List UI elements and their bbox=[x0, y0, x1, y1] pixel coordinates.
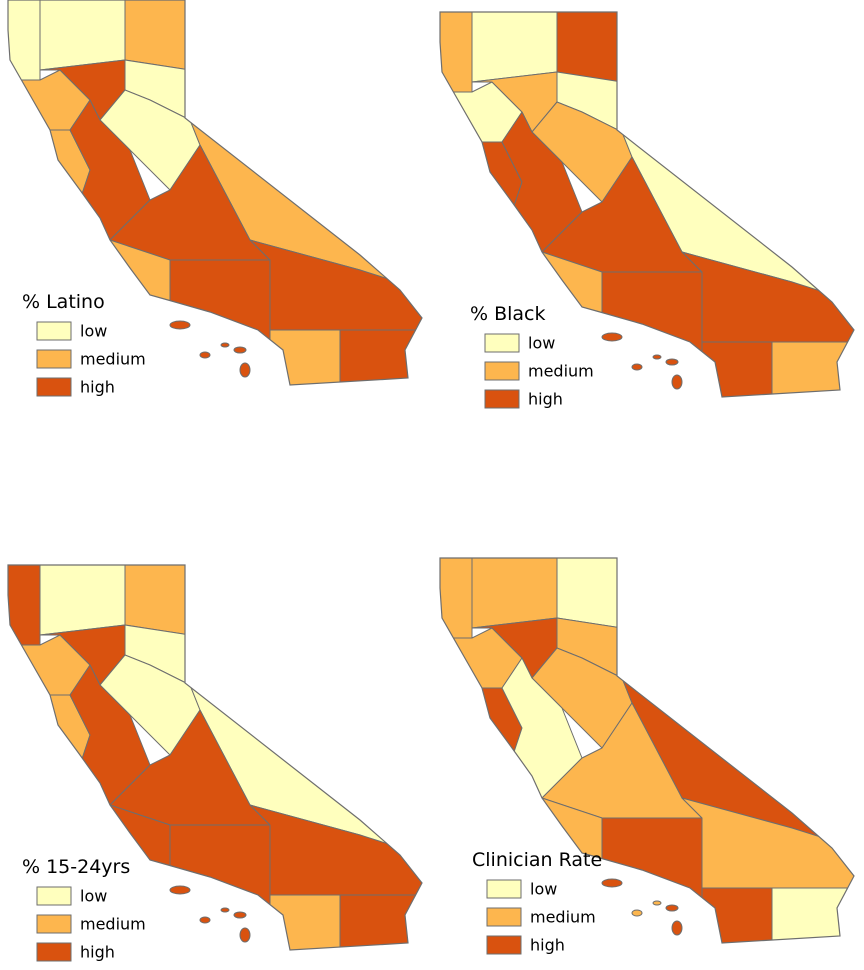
island bbox=[169, 320, 191, 330]
legend-label: high bbox=[530, 936, 565, 955]
map-panel: Clinician Rate low medium high bbox=[439, 557, 855, 955]
legend-swatch bbox=[484, 389, 520, 409]
legend-label: low bbox=[80, 322, 107, 341]
legend-label: high bbox=[80, 943, 115, 962]
legend-label: low bbox=[528, 334, 555, 353]
island bbox=[665, 904, 679, 912]
island bbox=[671, 920, 683, 936]
state-outline bbox=[439, 11, 855, 398]
county-region bbox=[701, 341, 773, 397]
county-region bbox=[440, 12, 473, 93]
island bbox=[652, 900, 662, 906]
county-region bbox=[471, 558, 558, 629]
county-region bbox=[440, 558, 473, 639]
state-outline bbox=[7, 0, 423, 386]
island bbox=[601, 878, 623, 888]
legend-swatch bbox=[486, 935, 522, 955]
legend-swatch bbox=[484, 361, 520, 381]
legend-swatch bbox=[486, 879, 522, 899]
county-region bbox=[771, 341, 854, 397]
county-region bbox=[339, 329, 422, 385]
island bbox=[199, 916, 211, 924]
county-region bbox=[124, 0, 191, 71]
legend-title: % Black bbox=[470, 303, 546, 325]
legend-label: low bbox=[80, 887, 107, 906]
legend-label: medium bbox=[530, 908, 596, 927]
legend-label: medium bbox=[80, 915, 146, 934]
island bbox=[220, 342, 230, 348]
legend-swatch bbox=[36, 914, 72, 934]
island bbox=[239, 362, 251, 378]
county-region bbox=[8, 0, 41, 81]
legend-title: Clinician Rate bbox=[472, 849, 602, 871]
legend-swatch bbox=[36, 942, 72, 962]
legend-swatch bbox=[484, 333, 520, 353]
legend-title: % 15-24yrs bbox=[22, 856, 130, 878]
legend-swatch bbox=[36, 886, 72, 906]
map-panel: % Latino low medium high bbox=[7, 0, 423, 397]
island bbox=[233, 346, 247, 354]
legend-label: high bbox=[80, 378, 115, 397]
legend-label: medium bbox=[528, 362, 594, 381]
legend-swatch bbox=[486, 907, 522, 927]
state-outline bbox=[439, 557, 855, 944]
map-panel: % 15-24yrs low medium high bbox=[7, 564, 423, 962]
state-outline bbox=[7, 564, 423, 951]
island bbox=[199, 351, 211, 359]
legend-label: medium bbox=[80, 350, 146, 369]
legend-label: low bbox=[530, 880, 557, 899]
island bbox=[665, 358, 679, 366]
county-region bbox=[556, 12, 623, 83]
island bbox=[652, 354, 662, 360]
county-region bbox=[124, 565, 191, 636]
island bbox=[631, 363, 643, 371]
county-region bbox=[771, 887, 854, 943]
island bbox=[220, 907, 230, 913]
county-region bbox=[556, 558, 623, 629]
island bbox=[631, 909, 643, 917]
map-panel: % Black low medium high bbox=[439, 11, 855, 409]
county-region bbox=[8, 565, 41, 646]
county-region bbox=[701, 887, 773, 943]
county-region bbox=[269, 894, 341, 950]
county-region bbox=[39, 0, 126, 71]
island bbox=[601, 332, 623, 342]
island bbox=[671, 374, 683, 390]
legend-swatch bbox=[36, 349, 72, 369]
county-region bbox=[39, 565, 126, 636]
island bbox=[233, 911, 247, 919]
county-region bbox=[471, 12, 558, 83]
island bbox=[239, 927, 251, 943]
legend-title: % Latino bbox=[22, 291, 105, 313]
county-region bbox=[339, 894, 422, 950]
island bbox=[169, 885, 191, 895]
legend-swatch bbox=[36, 377, 72, 397]
county-region bbox=[269, 329, 341, 385]
legend-swatch bbox=[36, 321, 72, 341]
legend-label: high bbox=[528, 390, 563, 409]
